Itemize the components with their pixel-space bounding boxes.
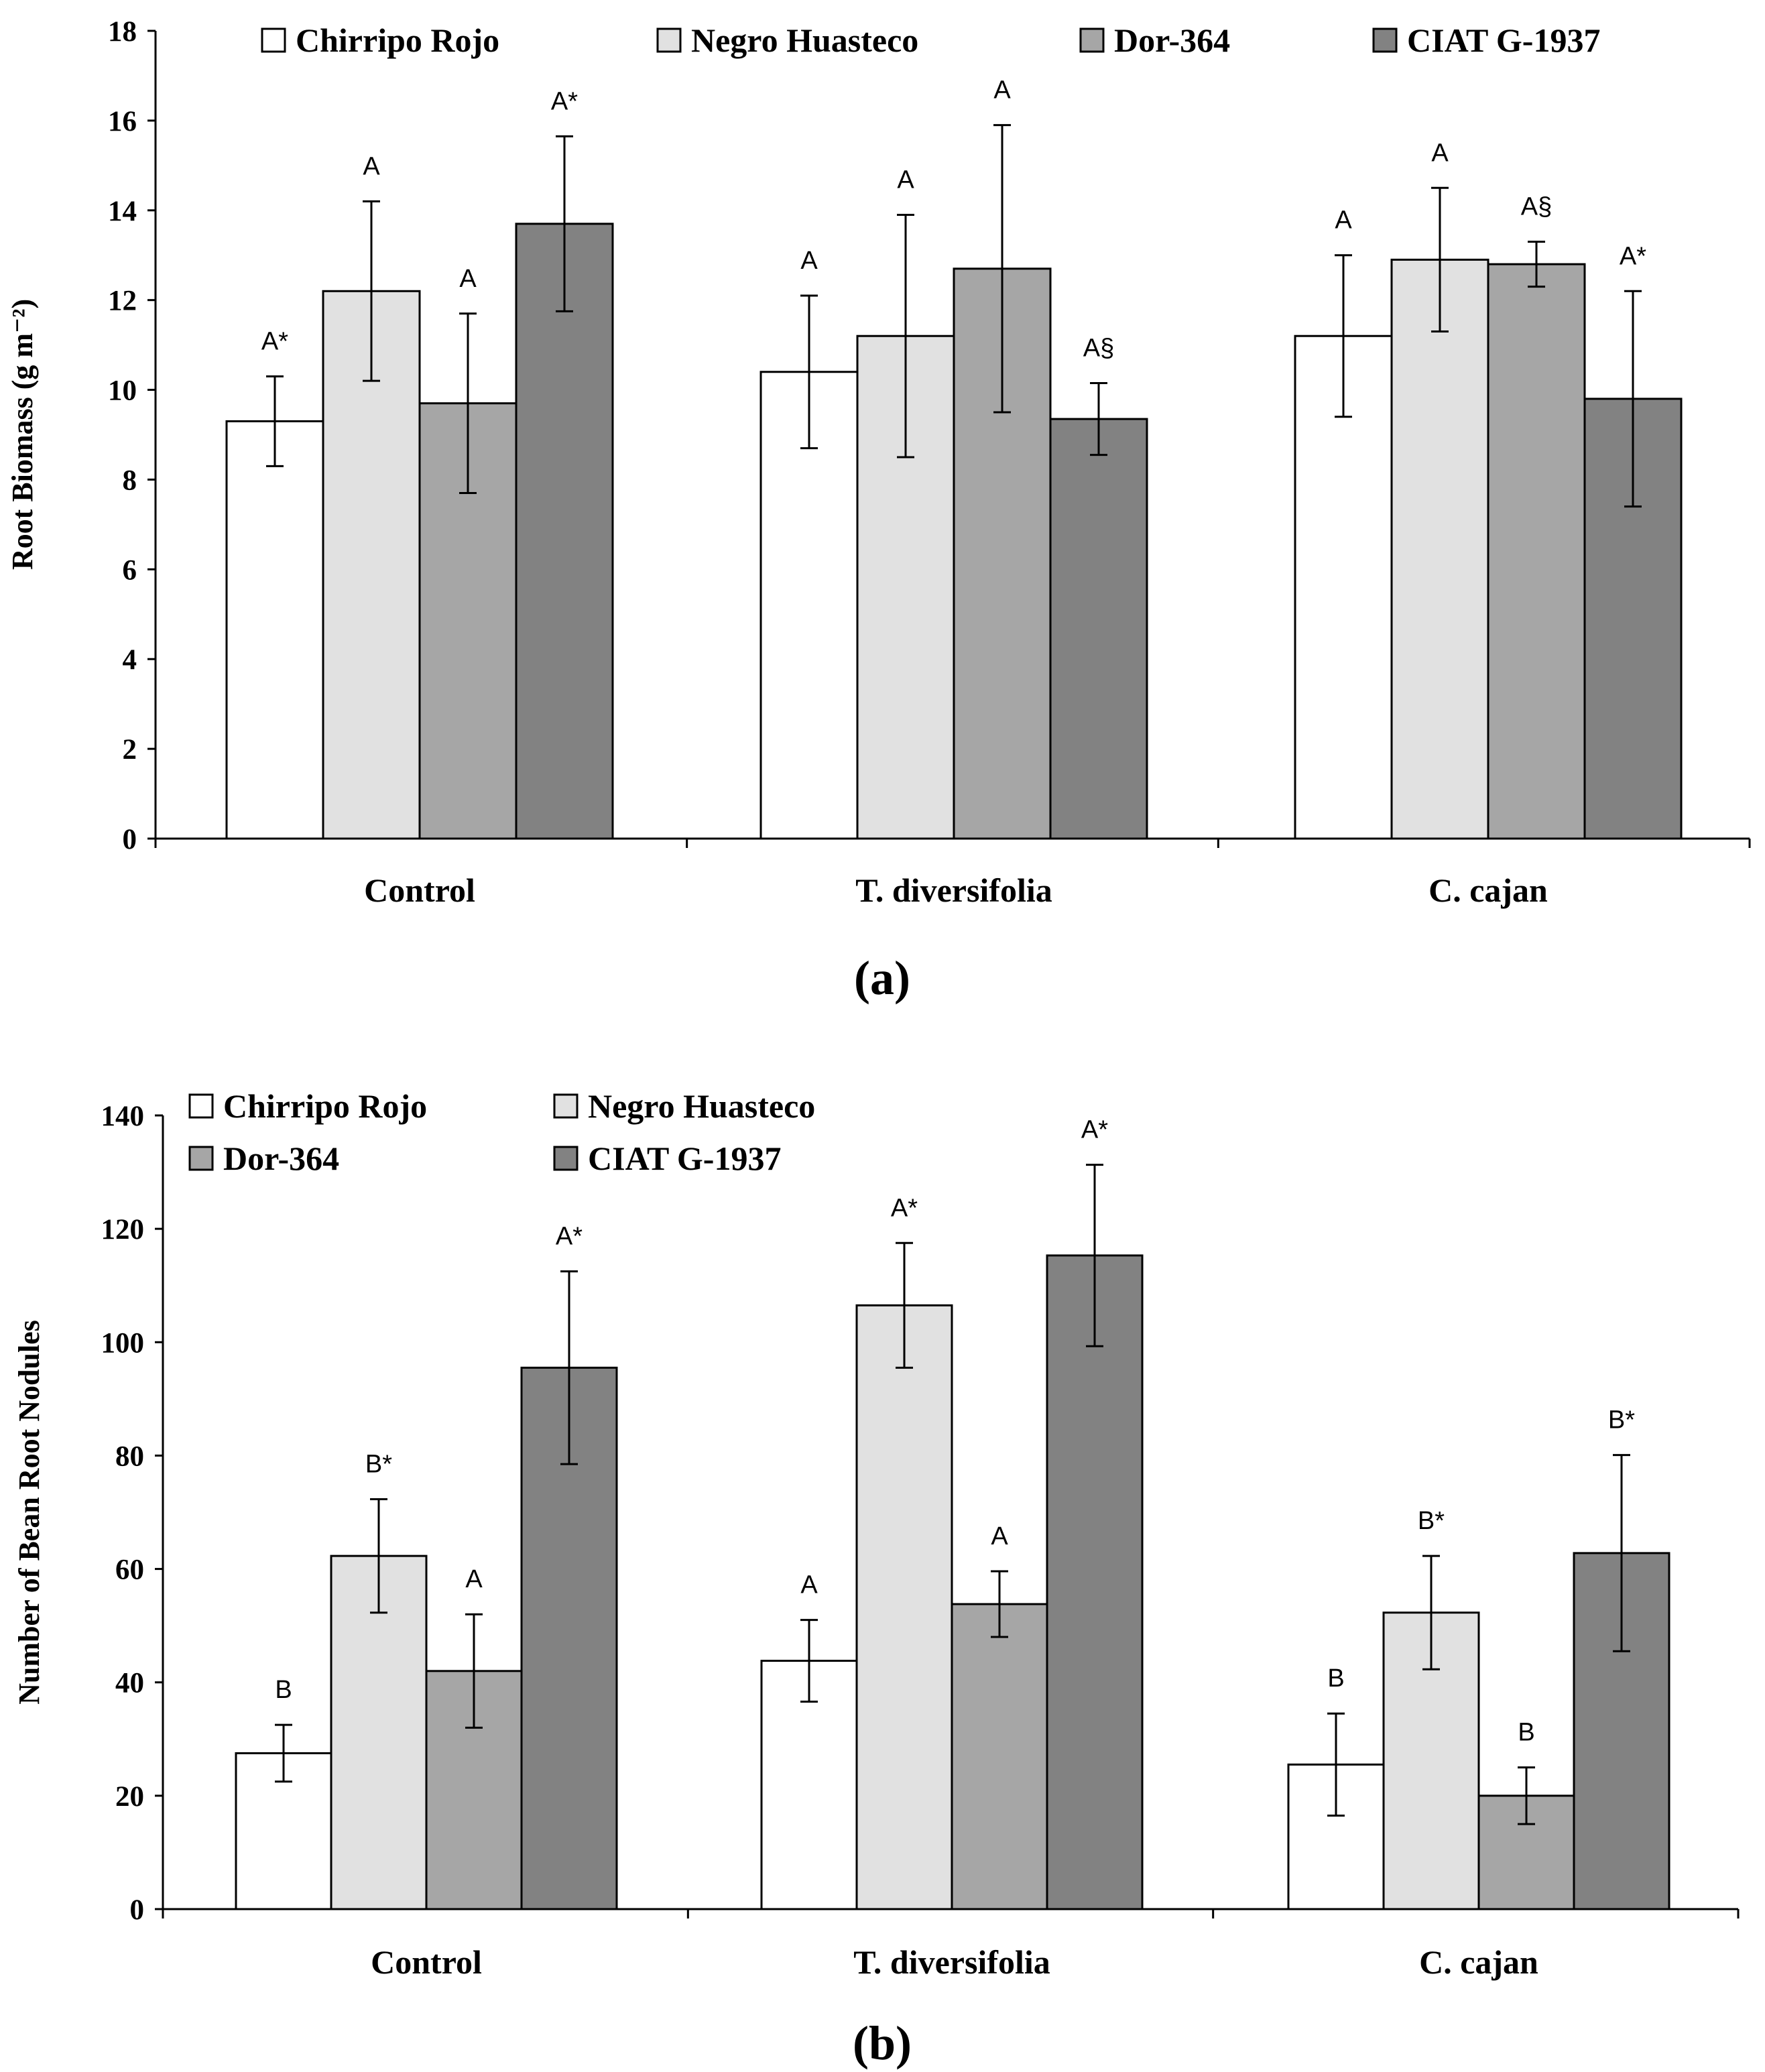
significance-label: A <box>363 152 380 180</box>
bar-ciat-g-1937-control <box>515 223 614 840</box>
significance-label: B <box>1518 1719 1534 1747</box>
legend-label: Chirripo Rojo <box>296 21 499 59</box>
y-tick-label: 40 <box>115 1668 144 1699</box>
significance-label: A <box>800 247 818 275</box>
chart-panel-b: 0 20 40 60 80 100 120 140 Number of Bean Root No… <box>13 1087 1740 2070</box>
y-tick-label: 0 <box>130 1894 145 1926</box>
category-label: T. diversifolia <box>855 871 1052 909</box>
bar-negro-huasteco-control <box>322 290 421 840</box>
legend-label: Chirripo Rojo <box>223 1087 427 1125</box>
legend-swatch-negro-huasteco <box>656 27 682 53</box>
bar-ciat-g-1937-t-diversifolia <box>1049 418 1148 840</box>
legend-label: Dor-364 <box>223 1140 339 1177</box>
panel-label: (a) <box>854 951 910 1005</box>
y-tick-label: 2 <box>123 734 137 766</box>
significance-label: A* <box>551 87 578 115</box>
bar-negro-huasteco-t-diversifolia <box>855 1304 953 1910</box>
significance-label: A§ <box>1083 334 1114 363</box>
bar-ciat-g-1937-t-diversifolia <box>1046 1254 1144 1910</box>
category-label: Control <box>371 1943 482 1981</box>
significance-label: A <box>991 1522 1008 1550</box>
y-axis-label: Root Biomass (g m⁻²) <box>6 299 39 570</box>
y-tick-label: 20 <box>115 1781 144 1813</box>
legend-label: Negro Huasteco <box>691 21 918 59</box>
y-tick-label: 12 <box>108 286 137 317</box>
significance-label: A <box>800 1571 818 1599</box>
legend-label: CIAT G-1937 <box>1407 21 1600 59</box>
y-tick-label: 6 <box>123 554 137 586</box>
significance-label: A <box>897 166 914 194</box>
y-tick-label: 8 <box>123 465 137 496</box>
significance-label: A <box>1431 139 1449 167</box>
legend-swatch-ciat-g-1937 <box>1372 27 1398 53</box>
bar-dor-364-c-cajan <box>1487 263 1586 840</box>
y-tick-label: 4 <box>123 644 137 676</box>
y-tick-label: 140 <box>101 1101 145 1132</box>
y-tick-label: 0 <box>123 824 137 855</box>
significance-label: A* <box>1620 242 1646 270</box>
bar-dor-364-c-cajan <box>1477 1794 1575 1910</box>
bar-negro-huasteco-control <box>330 1555 428 1910</box>
y-tick-label: 10 <box>108 375 137 407</box>
y-tick-label: 16 <box>108 106 137 137</box>
legend-swatch-chirripo-rojo <box>261 27 286 53</box>
y-tick-label: 80 <box>115 1441 144 1472</box>
bar-negro-huasteco-c-cajan <box>1390 258 1489 840</box>
chart-panel-a: 0 2 4 6 8 10 12 14 16 18 Root Biomass (g m⁻²) A* A A A… <box>6 16 1751 1005</box>
y-tick-label: 120 <box>101 1214 145 1245</box>
bar-dor-364-t-diversifolia <box>951 1603 1048 1910</box>
category-label: C. cajan <box>1428 871 1548 909</box>
significance-label: A <box>465 1565 483 1593</box>
y-tick-label: 60 <box>115 1555 144 1586</box>
legend-swatch-chirripo-rojo <box>188 1093 214 1119</box>
legend-label: Dor-364 <box>1114 21 1230 59</box>
category-label: C. cajan <box>1419 1943 1538 1981</box>
significance-label: A* <box>1081 1116 1108 1144</box>
legend-swatch-dor-364 <box>1079 27 1105 53</box>
significance-label: A§ <box>1521 193 1552 221</box>
category-label: Control <box>364 871 475 909</box>
significance-label: B* <box>1418 1507 1445 1535</box>
significance-label: A* <box>891 1194 918 1222</box>
significance-label: A* <box>261 327 288 355</box>
bar-chirripo-rojo-c-cajan <box>1294 334 1393 840</box>
significance-label: B <box>1327 1664 1344 1693</box>
legend-label: Negro Huasteco <box>588 1087 815 1125</box>
significance-label: A <box>459 265 477 293</box>
significance-label: A <box>1335 206 1352 235</box>
significance-label: A <box>993 76 1011 105</box>
y-tick-label: 18 <box>108 16 137 48</box>
panel-label: (b) <box>853 2016 912 2070</box>
significance-label: A* <box>556 1223 583 1251</box>
legend: Chirripo Rojo Negro Huasteco Dor-364 CIAT G… <box>261 21 1600 59</box>
legend-label: CIAT G-1937 <box>588 1140 781 1177</box>
legend-swatch-ciat-g-1937 <box>553 1146 579 1171</box>
y-tick-label: 14 <box>108 196 137 227</box>
significance-label: B* <box>1608 1406 1635 1435</box>
significance-label: B* <box>365 1451 392 1479</box>
legend-swatch-negro-huasteco <box>553 1093 579 1119</box>
significance-label: B <box>275 1676 292 1704</box>
legend: Chirripo Rojo Negro Huasteco Dor-364 CIAT G… <box>188 1087 815 1177</box>
bar-chirripo-rojo-control <box>225 420 324 840</box>
y-axis-label: Number of Bean Root Nodules <box>13 1320 46 1705</box>
y-tick-label: 100 <box>101 1327 145 1359</box>
category-label: T. diversifolia <box>853 1943 1050 1981</box>
legend-swatch-dor-364 <box>188 1146 214 1171</box>
